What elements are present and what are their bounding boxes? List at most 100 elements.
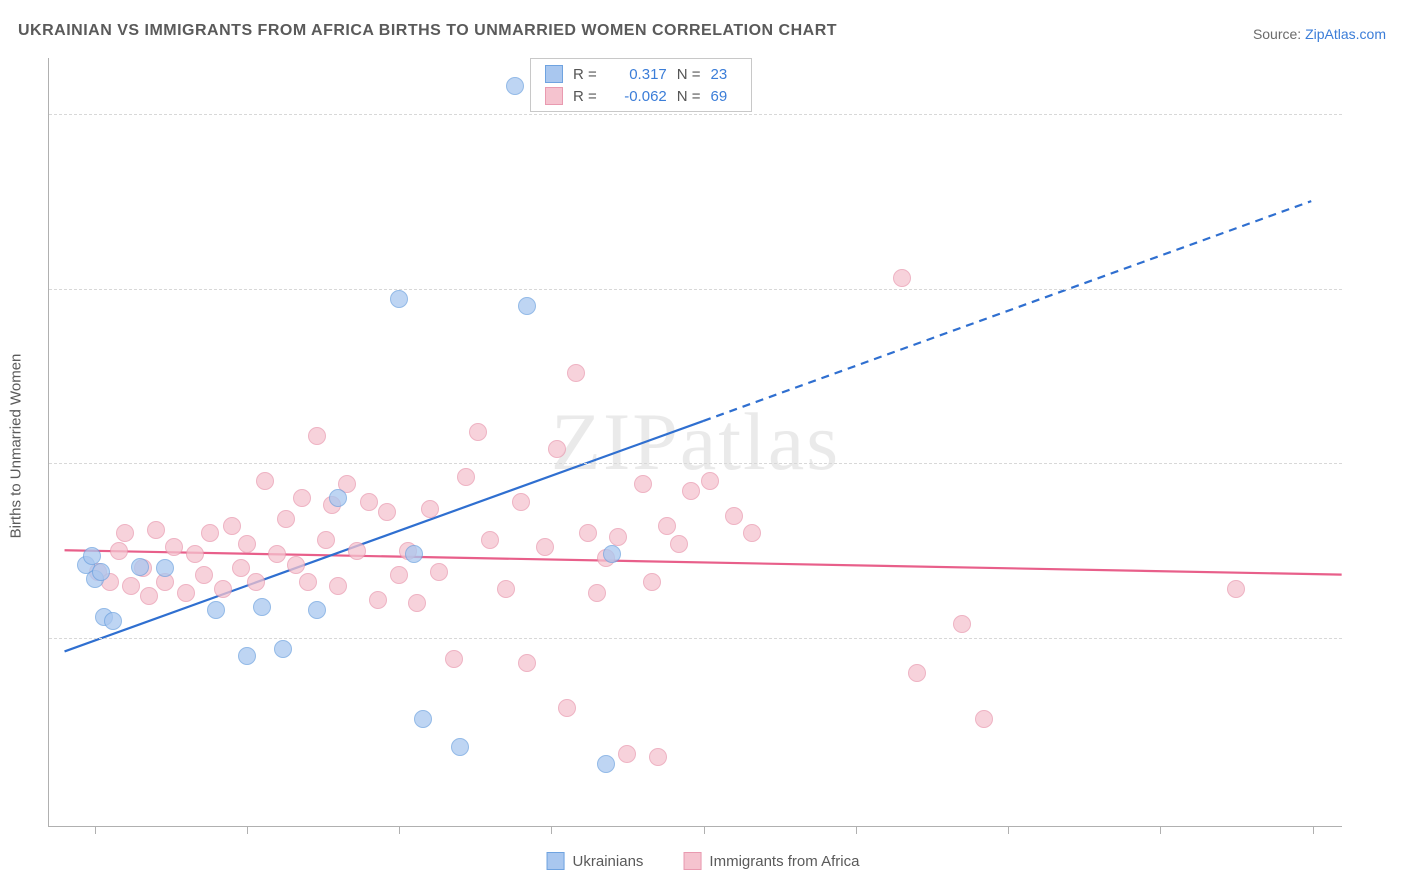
- scatter-point-ukrainians: [405, 545, 423, 563]
- scatter-point-africa: [643, 573, 661, 591]
- scatter-point-africa: [512, 493, 530, 511]
- scatter-point-africa: [481, 531, 499, 549]
- gridline-horizontal: [49, 114, 1342, 115]
- scatter-point-africa: [558, 699, 576, 717]
- scatter-point-africa: [908, 664, 926, 682]
- scatter-point-africa: [268, 545, 286, 563]
- scatter-point-africa: [256, 472, 274, 490]
- scatter-point-ukrainians: [131, 558, 149, 576]
- scatter-point-africa: [725, 507, 743, 525]
- scatter-point-ukrainians: [329, 489, 347, 507]
- scatter-point-africa: [975, 710, 993, 728]
- scatter-point-africa: [360, 493, 378, 511]
- scatter-point-africa: [457, 468, 475, 486]
- trend-lines-layer: [49, 58, 1342, 826]
- scatter-point-africa: [634, 475, 652, 493]
- scatter-point-africa: [165, 538, 183, 556]
- r-value-ukrainians: 0.317: [607, 66, 667, 83]
- legend-row-africa: R = -0.062 N = 69: [531, 85, 751, 107]
- watermark-text: ZIPatlas: [551, 395, 840, 489]
- legend-label-ukrainians: Ukrainians: [573, 853, 644, 870]
- scatter-point-africa: [110, 542, 128, 560]
- scatter-point-ukrainians: [253, 598, 271, 616]
- scatter-point-africa: [536, 538, 554, 556]
- scatter-point-africa: [287, 556, 305, 574]
- scatter-point-africa: [445, 650, 463, 668]
- scatter-point-africa: [147, 521, 165, 539]
- gridline-horizontal: [49, 289, 1342, 290]
- scatter-point-africa: [518, 654, 536, 672]
- scatter-point-africa: [390, 566, 408, 584]
- x-tick: [1160, 826, 1161, 834]
- scatter-point-africa: [701, 472, 719, 490]
- source-link[interactable]: ZipAtlas.com: [1305, 26, 1386, 42]
- scatter-point-ukrainians: [603, 545, 621, 563]
- source-attribution: Source: ZipAtlas.com: [1253, 26, 1386, 42]
- scatter-point-africa: [223, 517, 241, 535]
- scatter-point-africa: [743, 524, 761, 542]
- x-tick: [247, 826, 248, 834]
- scatter-point-africa: [497, 580, 515, 598]
- swatch-africa: [683, 852, 701, 870]
- scatter-point-africa: [122, 577, 140, 595]
- scatter-point-africa: [408, 594, 426, 612]
- chart-title: UKRAINIAN VS IMMIGRANTS FROM AFRICA BIRT…: [18, 22, 837, 40]
- scatter-point-africa: [469, 423, 487, 441]
- scatter-point-ukrainians: [308, 601, 326, 619]
- scatter-point-africa: [308, 427, 326, 445]
- scatter-point-africa: [1227, 580, 1245, 598]
- r-label: R =: [573, 66, 597, 83]
- scatter-point-ukrainians: [597, 755, 615, 773]
- x-tick: [95, 826, 96, 834]
- gridline-horizontal: [49, 638, 1342, 639]
- scatter-point-africa: [369, 591, 387, 609]
- legend-item-ukrainians: Ukrainians: [547, 852, 644, 870]
- n-label: N =: [677, 88, 701, 105]
- scatter-point-ukrainians: [92, 563, 110, 581]
- legend-row-ukrainians: R = 0.317 N = 23: [531, 63, 751, 85]
- gridline-horizontal: [49, 463, 1342, 464]
- scatter-point-africa: [195, 566, 213, 584]
- n-value-africa: 69: [711, 88, 737, 105]
- x-tick: [1008, 826, 1009, 834]
- scatter-point-africa: [649, 748, 667, 766]
- scatter-point-africa: [238, 535, 256, 553]
- scatter-point-ukrainians: [156, 559, 174, 577]
- scatter-point-africa: [430, 563, 448, 581]
- scatter-point-africa: [618, 745, 636, 763]
- n-label: N =: [677, 66, 701, 83]
- swatch-ukrainians: [547, 852, 565, 870]
- scatter-point-africa: [588, 584, 606, 602]
- x-tick: [856, 826, 857, 834]
- scatter-point-africa: [140, 587, 158, 605]
- scatter-point-africa: [214, 580, 232, 598]
- r-value-africa: -0.062: [607, 88, 667, 105]
- scatter-point-africa: [567, 364, 585, 382]
- scatter-point-africa: [293, 489, 311, 507]
- scatter-point-africa: [201, 524, 219, 542]
- scatter-point-africa: [609, 528, 627, 546]
- scatter-point-africa: [177, 584, 195, 602]
- scatter-point-ukrainians: [274, 640, 292, 658]
- scatter-point-africa: [953, 615, 971, 633]
- scatter-point-africa: [421, 500, 439, 518]
- scatter-point-africa: [299, 573, 317, 591]
- r-label: R =: [573, 88, 597, 105]
- scatter-point-africa: [658, 517, 676, 535]
- scatter-point-africa: [682, 482, 700, 500]
- n-value-ukrainians: 23: [711, 66, 737, 83]
- scatter-point-africa: [548, 440, 566, 458]
- source-prefix: Source:: [1253, 26, 1305, 42]
- scatter-point-africa: [329, 577, 347, 595]
- scatter-point-ukrainians: [518, 297, 536, 315]
- x-tick: [399, 826, 400, 834]
- scatter-point-africa: [247, 573, 265, 591]
- scatter-point-ukrainians: [207, 601, 225, 619]
- scatter-plot-area: ZIPatlas: [48, 58, 1342, 827]
- swatch-africa: [545, 87, 563, 105]
- scatter-point-ukrainians: [414, 710, 432, 728]
- scatter-point-africa: [186, 545, 204, 563]
- y-axis-label: Births to Unmarried Women: [8, 354, 25, 539]
- scatter-point-africa: [670, 535, 688, 553]
- series-legend: Ukrainians Immigrants from Africa: [547, 852, 860, 870]
